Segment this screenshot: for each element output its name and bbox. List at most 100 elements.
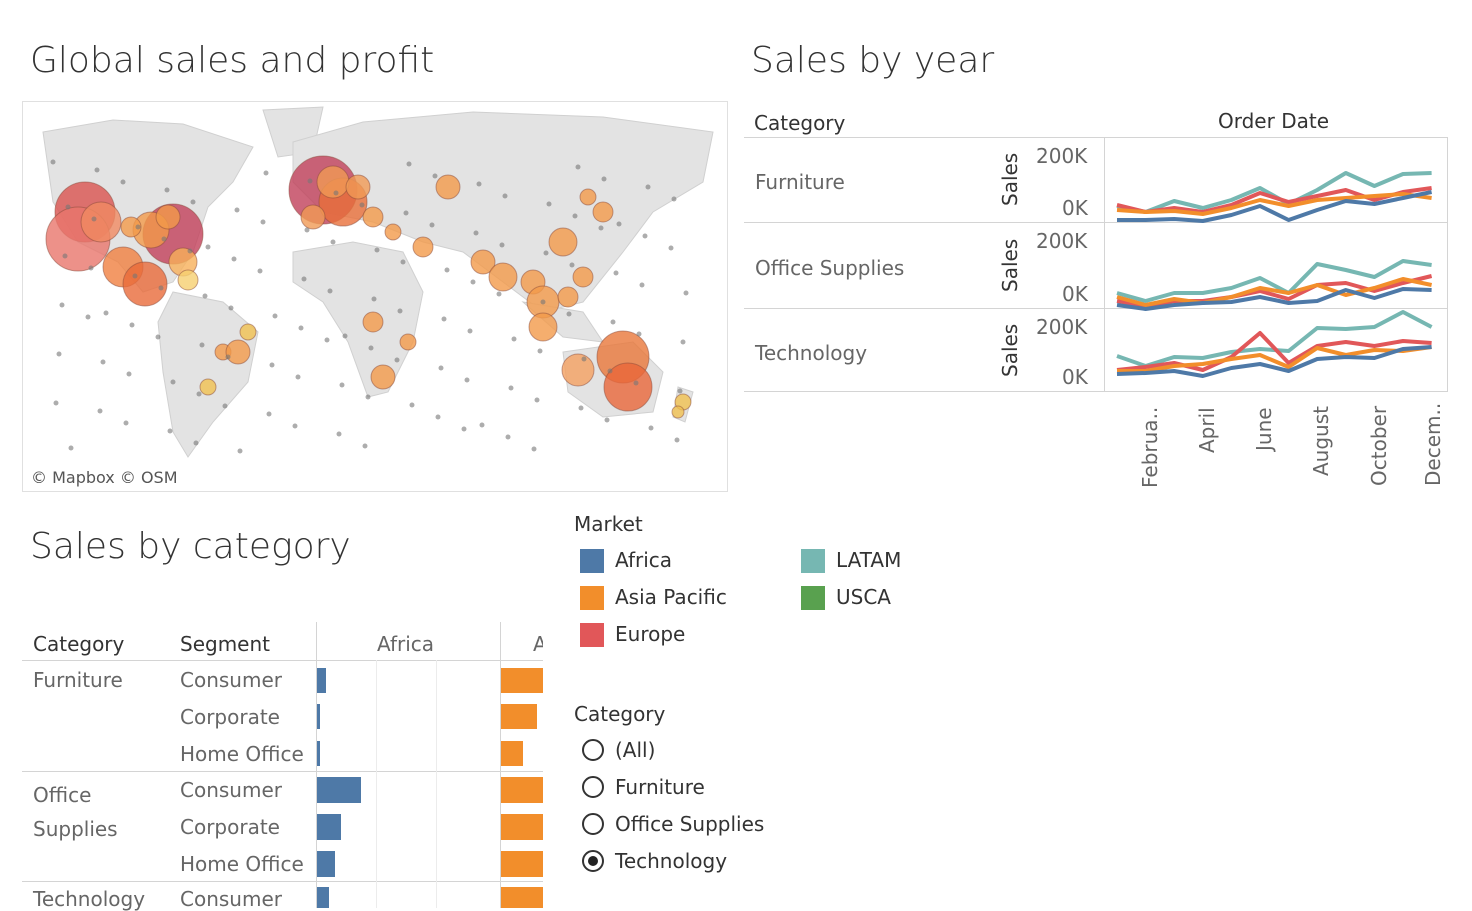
- map-dot: [648, 425, 654, 431]
- map-bubble[interactable]: [488, 262, 518, 292]
- map-bubble[interactable]: [300, 204, 326, 230]
- legend-swatch-africa[interactable]: [580, 549, 604, 573]
- world-map-graphic: [42, 106, 714, 458]
- map-bubble[interactable]: [122, 261, 168, 307]
- series-line[interactable]: [1116, 331, 1432, 372]
- bar-africa[interactable]: [317, 814, 341, 840]
- series-line[interactable]: [1117, 345, 1432, 373]
- map-bubble[interactable]: [561, 353, 595, 387]
- legend-swatch-latam[interactable]: [801, 549, 825, 573]
- sales-axis-label: Sales: [998, 323, 1022, 377]
- map-bubble[interactable]: [370, 364, 396, 390]
- series-line[interactable]: [1116, 277, 1433, 307]
- bar-asia-pacific[interactable]: [501, 741, 523, 766]
- map-bubble[interactable]: [362, 206, 384, 228]
- series-line[interactable]: [1116, 192, 1432, 216]
- radio-label-office-supplies[interactable]: Office Supplies: [615, 812, 765, 836]
- category-filter-title: Category: [574, 702, 666, 726]
- map-bubble[interactable]: [399, 333, 417, 351]
- bar-asia-pacific[interactable]: [501, 668, 543, 693]
- map-bubble[interactable]: [557, 286, 579, 308]
- map-bubble[interactable]: [177, 269, 199, 291]
- map-dot: [502, 193, 508, 199]
- bar-asia-pacific[interactable]: [501, 704, 537, 729]
- map-bubble[interactable]: [239, 323, 257, 341]
- map-dot: [97, 408, 103, 414]
- radio-office-supplies[interactable]: [582, 813, 604, 835]
- map-dot: [167, 428, 173, 434]
- map-bubble[interactable]: [548, 227, 578, 257]
- map-bubble[interactable]: [80, 201, 122, 243]
- map-dot: [68, 445, 74, 451]
- sales-axis-label: Sales: [998, 238, 1022, 292]
- map-dot: [476, 181, 482, 187]
- map-dot: [438, 365, 444, 371]
- radio-label-all[interactable]: (All): [615, 738, 656, 762]
- radio-furniture[interactable]: [582, 776, 604, 798]
- sales-profit-map[interactable]: © Mapbox © OSM: [22, 101, 728, 492]
- map-dot: [400, 259, 406, 265]
- radio-label-furniture[interactable]: Furniture: [615, 775, 705, 799]
- legend-swatch-usca[interactable]: [801, 586, 825, 610]
- map-bubble[interactable]: [470, 249, 496, 275]
- map-bubble[interactable]: [120, 216, 142, 238]
- legend-swatch-europe[interactable]: [580, 623, 604, 647]
- series-line[interactable]: [1116, 287, 1432, 311]
- bar-africa[interactable]: [317, 777, 361, 803]
- map-dot: [196, 391, 202, 397]
- bar-asia-pacific[interactable]: [501, 814, 543, 840]
- map-bubble[interactable]: [316, 165, 350, 199]
- map-bubble[interactable]: [671, 405, 685, 419]
- axis-tick: 200K: [1036, 315, 1088, 339]
- map-dot: [540, 299, 546, 305]
- radio-all[interactable]: [582, 739, 604, 761]
- year-row-technology: Technology: [755, 341, 868, 365]
- map-bubble[interactable]: [435, 174, 461, 200]
- map-dot: [598, 225, 604, 231]
- map-dot: [53, 400, 59, 406]
- map-bubble[interactable]: [345, 174, 371, 200]
- series-line[interactable]: [1116, 186, 1432, 214]
- segment-label: Corporate: [180, 815, 280, 839]
- map-bubble[interactable]: [412, 236, 434, 258]
- sales-by-year-lines[interactable]: [1105, 138, 1447, 390]
- legend-label-africa[interactable]: Africa: [615, 548, 673, 572]
- bar-africa[interactable]: [317, 704, 320, 729]
- bar-africa[interactable]: [317, 741, 320, 766]
- bar-africa[interactable]: [317, 887, 329, 908]
- legend-label-usca[interactable]: USCA: [836, 585, 891, 609]
- legend-label-asia-pacific[interactable]: Asia Pacific: [615, 585, 727, 609]
- series-line[interactable]: [1116, 345, 1432, 378]
- bar-africa[interactable]: [317, 851, 335, 877]
- map-bubble[interactable]: [155, 204, 181, 230]
- map-attribution[interactable]: © Mapbox © OSM: [31, 468, 178, 487]
- radio-technology[interactable]: [582, 850, 604, 872]
- legend-swatch-asia-pacific[interactable]: [580, 586, 604, 610]
- legend-label-europe[interactable]: Europe: [615, 622, 686, 646]
- map-bubble[interactable]: [384, 223, 402, 241]
- series-line[interactable]: [1117, 190, 1433, 223]
- bar-asia-pacific[interactable]: [501, 851, 543, 877]
- month-label: Decem..: [1421, 402, 1445, 486]
- legend-label-latam[interactable]: LATAM: [836, 548, 902, 572]
- map-bubble[interactable]: [572, 266, 594, 288]
- series-line[interactable]: [1116, 310, 1433, 368]
- map-dot: [158, 285, 164, 291]
- bar-asia-pacific[interactable]: [501, 777, 543, 803]
- series-line[interactable]: [1116, 171, 1432, 214]
- map-bubble[interactable]: [592, 201, 614, 223]
- bar-africa[interactable]: [317, 668, 326, 693]
- map-bubble[interactable]: [579, 188, 597, 206]
- series-line[interactable]: [1116, 259, 1432, 303]
- map-bubble[interactable]: [528, 312, 558, 342]
- map-dot: [333, 190, 339, 196]
- map-dot: [307, 178, 313, 184]
- map-bubble[interactable]: [225, 339, 251, 365]
- map-bubble[interactable]: [362, 311, 384, 333]
- map-bubble[interactable]: [199, 378, 217, 396]
- map-dot: [292, 423, 298, 429]
- map-bubble[interactable]: [603, 362, 653, 412]
- radio-label-technology[interactable]: Technology: [615, 849, 728, 873]
- bar-asia-pacific[interactable]: [501, 887, 543, 908]
- segment-label: Home Office: [180, 852, 304, 876]
